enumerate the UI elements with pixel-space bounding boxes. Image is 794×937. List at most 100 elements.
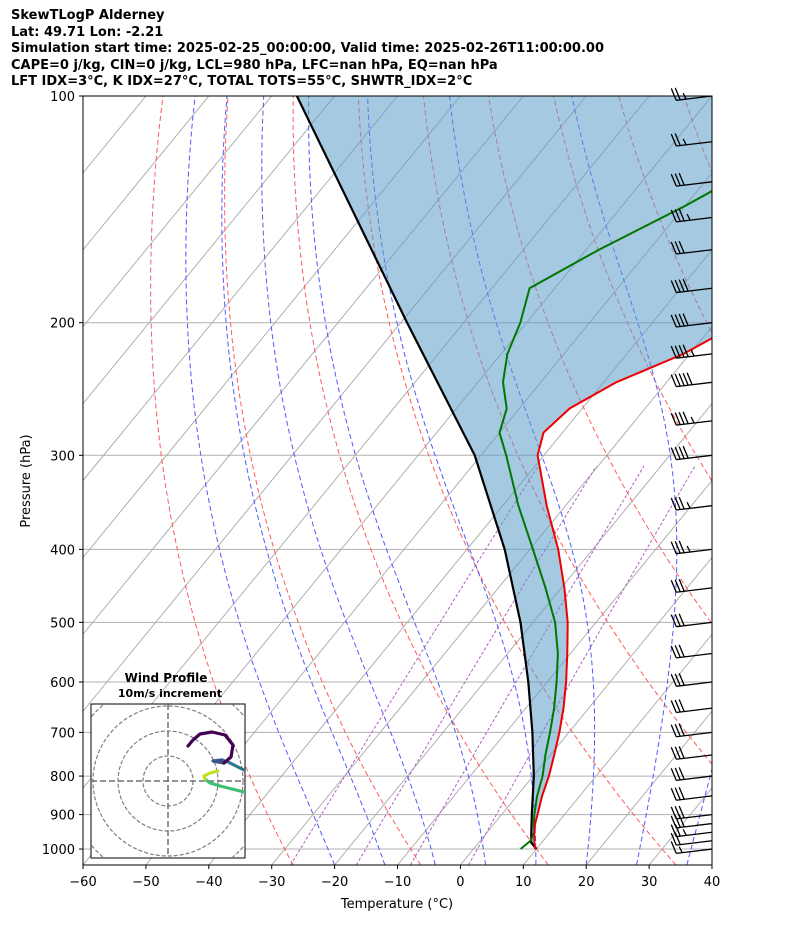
isotherm xyxy=(460,556,712,865)
wind-barb-flag xyxy=(674,806,681,819)
isotherm xyxy=(83,96,210,251)
wind-barb-flag xyxy=(678,411,685,425)
wind-barb-staff xyxy=(676,505,713,511)
wind-barb-flag xyxy=(674,723,681,737)
y-tick-label: 300 xyxy=(50,449,75,464)
wind-barb-flag xyxy=(674,497,681,510)
wind-barb-staff xyxy=(676,621,713,628)
wind-barb-flag xyxy=(682,411,689,424)
wind-barb-staff xyxy=(676,216,713,223)
wind-barb xyxy=(670,240,713,255)
wind-barb-flag xyxy=(678,579,685,592)
wind-barb-flag xyxy=(678,540,685,553)
temperature-line xyxy=(533,337,712,850)
wind-barb-flag xyxy=(678,787,685,800)
time-line: Simulation start time: 2025-02-25_00:00:… xyxy=(11,41,604,56)
dry-adiabat xyxy=(749,96,794,865)
hodograph-trace xyxy=(202,769,220,781)
wind-barb-flag xyxy=(682,445,689,459)
wind-barb xyxy=(670,673,713,687)
wind-barb-flag xyxy=(670,700,677,713)
wind-barb-flag xyxy=(674,314,681,327)
wind-barb-flag xyxy=(670,173,677,187)
wind-barb-flag xyxy=(678,746,685,759)
x-tick-label: 20 xyxy=(578,875,595,890)
wind-barb xyxy=(670,278,713,294)
wind-barb-staff xyxy=(676,95,713,101)
wind-barb-flag xyxy=(670,412,677,426)
wind-barb xyxy=(670,344,713,359)
wind-barb xyxy=(670,699,713,714)
wind-barb-half-flag xyxy=(690,416,695,424)
wind-barb xyxy=(670,805,713,820)
wind-barb xyxy=(670,208,713,223)
wind-barb-flag xyxy=(678,446,685,459)
wind-barb-staff xyxy=(676,813,713,820)
y-tick-label: 1000 xyxy=(42,843,75,858)
wind-barb-flag xyxy=(670,645,677,659)
wind-barb-flag xyxy=(674,579,681,592)
y-tick-label: 400 xyxy=(50,543,75,558)
wind-barb xyxy=(670,313,713,328)
isotherm xyxy=(83,96,461,559)
wind-barb-staff xyxy=(676,707,713,714)
x-tick-label: 30 xyxy=(641,875,658,890)
wind-barb-flag xyxy=(670,497,677,511)
wind-barb-flag xyxy=(670,88,677,101)
moist-adiabat xyxy=(308,96,487,865)
hodograph-trace xyxy=(211,758,226,765)
wind-barb xyxy=(670,496,713,511)
stability-indices-line: LFT IDX=3°C, K IDX=27°C, TOTAL TOTS=55°C… xyxy=(11,74,473,89)
y-tick-label: 600 xyxy=(50,676,75,691)
y-tick-label: 100 xyxy=(50,90,75,105)
inset-subtitle: 10m/s increment xyxy=(118,687,222,700)
convective-params-line: CAPE=0 j/kg, CIN=0 j/kg, LCL=980 hPa, LF… xyxy=(11,57,498,73)
wind-barb-flag xyxy=(678,613,685,626)
isotherm xyxy=(271,325,712,865)
moist-adiabat xyxy=(261,96,436,865)
wind-barb-half-flag xyxy=(690,349,695,357)
x-tick-label: −40 xyxy=(195,875,222,890)
wind-barb-flag xyxy=(670,832,677,846)
isotherm xyxy=(83,96,335,405)
wind-profile-inset: Wind Profile 10m/s increment xyxy=(90,671,246,859)
wind-barb-staff xyxy=(676,681,713,687)
wind-barb xyxy=(670,746,713,760)
x-tick-label: 0 xyxy=(456,875,464,890)
wind-barb-flag xyxy=(674,87,681,101)
wind-barb-flag xyxy=(682,372,689,386)
wind-barb-staff xyxy=(676,181,713,187)
wind-barb-flag xyxy=(682,344,689,357)
wind-barb-flag xyxy=(674,345,681,358)
x-tick-label: −50 xyxy=(132,875,159,890)
wind-barb-flag xyxy=(670,541,677,554)
dry-adiabat xyxy=(150,96,294,865)
wind-barb-flag xyxy=(674,787,681,800)
wind-barb-half-flag xyxy=(686,213,691,221)
isotherm xyxy=(585,710,712,865)
axes: −60 −50 −40 −30 −20 −10 0 10 20 30 40 1000 900 800 700… xyxy=(42,90,720,890)
wind-barb-staff xyxy=(676,822,713,829)
wind-barb-flag xyxy=(674,613,681,627)
x-tick-label: 40 xyxy=(704,875,721,890)
wind-barb xyxy=(670,767,713,782)
cin-shaded-area xyxy=(296,96,712,849)
wind-barb-flag xyxy=(678,208,685,222)
wind-barb-staff xyxy=(676,287,713,294)
wind-barb-flag xyxy=(674,173,681,186)
x-tick-label: −30 xyxy=(258,875,285,890)
wind-barb-flag xyxy=(670,314,677,328)
wind-barb xyxy=(670,172,713,187)
wind-barb-half-flag xyxy=(678,846,683,853)
wind-barb xyxy=(670,411,713,426)
wind-barb xyxy=(670,787,713,801)
wind-barb xyxy=(670,445,713,461)
wind-barb-flag xyxy=(678,240,685,254)
wind-barb-flag xyxy=(670,747,677,760)
chart-header: SkewTLogP Alderney Lat: 49.71 Lon: -2.21… xyxy=(11,8,604,91)
wind-barb-staff xyxy=(676,754,713,760)
wind-barb-flag xyxy=(674,645,681,658)
wind-barb-staff xyxy=(676,322,713,328)
wind-barb-staff xyxy=(676,454,713,461)
